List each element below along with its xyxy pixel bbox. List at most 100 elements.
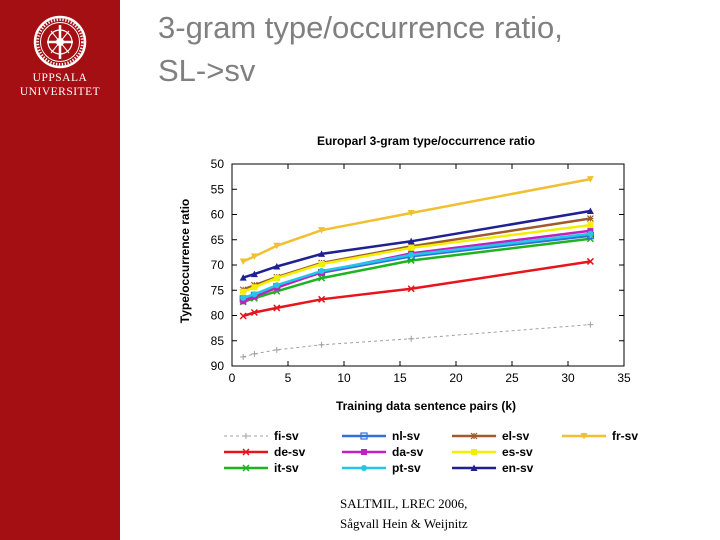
data-point: [318, 268, 325, 275]
data-point: [407, 285, 415, 293]
legend-entry: el-sv: [452, 429, 530, 443]
chart-title: Europarl 3-gram type/occurrence ratio: [317, 134, 535, 148]
plot-axes: 50 55 60 65 70 75 80 85 90 0 5 10 15 20 25 30 35: [211, 157, 631, 385]
data-point: [273, 304, 281, 312]
slide-title: 3-gram type/occurrence ratio, SL->sv: [158, 6, 698, 92]
y-tick-label: 50: [211, 157, 225, 171]
legend-label: es-sv: [502, 445, 533, 459]
series-es-sv: [240, 222, 594, 295]
x-tick-label: 10: [337, 371, 351, 385]
y-tick-label: 60: [211, 208, 225, 222]
data-point: [470, 464, 478, 471]
legend-entry: de-sv: [224, 445, 306, 459]
data-point: [250, 270, 258, 278]
legend-entry: fr-sv: [562, 429, 638, 443]
series-fi-sv: [240, 321, 594, 360]
legend-entry: en-sv: [452, 461, 534, 475]
legend-entry: es-sv: [452, 445, 533, 459]
slide-title-line-1: 3-gram type/occurrence ratio,: [158, 10, 563, 45]
data-point: [251, 350, 258, 357]
data-point: [587, 230, 594, 237]
series-nl-sv: [239, 232, 594, 303]
data-point: [239, 274, 247, 281]
data-point: [273, 275, 280, 282]
data-point: [407, 237, 415, 245]
legend-label: pt-sv: [392, 461, 421, 475]
data-point: [240, 294, 247, 301]
data-point: [587, 222, 594, 229]
data-point: [251, 291, 258, 298]
series-de-sv: [239, 257, 594, 320]
footer-line-1: SALTMIL, LREC 2006,: [340, 496, 468, 511]
data-point: [408, 251, 415, 258]
data-point: [408, 244, 415, 251]
data-point: [243, 433, 249, 439]
data-point: [242, 448, 250, 456]
x-tick-label: 15: [393, 371, 407, 385]
data-point: [251, 284, 258, 291]
x-tick-label: 30: [561, 371, 575, 385]
y-tick-label: 75: [211, 283, 225, 297]
data-point: [318, 295, 326, 303]
data-point: [240, 298, 247, 305]
data-point: [250, 308, 258, 317]
x-axis-label: Training data sentence pairs (k): [336, 399, 516, 413]
data-point: [240, 353, 247, 360]
series-line: [243, 324, 591, 358]
data-point: [408, 335, 415, 342]
legend-entry: pt-sv: [342, 461, 421, 475]
legend-label: en-sv: [502, 461, 534, 475]
data-point: [318, 341, 325, 348]
x-tick-label: 5: [285, 371, 292, 385]
slide-footer: SALTMIL, LREC 2006, Sågvall Hein & Weijn…: [340, 494, 468, 534]
y-tick-label: 90: [211, 359, 225, 373]
legend-label: da-sv: [392, 445, 424, 459]
data-point: [586, 215, 594, 222]
data-point: [273, 263, 281, 270]
data-point: [273, 282, 280, 289]
y-tick-label: 65: [211, 233, 225, 247]
plot-series: [239, 176, 594, 360]
data-point: [361, 449, 367, 455]
data-point: [318, 227, 326, 234]
series-en-sv: [239, 207, 594, 281]
legend-entry: da-sv: [342, 445, 424, 459]
data-point: [360, 432, 368, 440]
data-point: [586, 176, 594, 183]
chart-legend: fi-sv de-sv it-sv nl-sv da-sv pt-sv el-sv es-sv…: [224, 429, 638, 475]
data-point: [318, 250, 326, 257]
data-point: [471, 449, 477, 455]
y-tick-label: 70: [211, 258, 225, 272]
series-line: [242, 260, 591, 318]
legend-entry: it-sv: [224, 461, 299, 475]
series-line: [242, 177, 591, 263]
x-tick-label: 35: [617, 371, 631, 385]
legend-label: de-sv: [274, 445, 306, 459]
slide-title-line-2: SL->sv: [158, 53, 256, 88]
x-tick-label: 20: [449, 371, 463, 385]
series-fr-sv: [239, 176, 594, 265]
data-point: [273, 346, 280, 353]
data-point: [318, 260, 325, 267]
legend-entry: nl-sv: [342, 429, 420, 443]
data-point: [407, 209, 415, 217]
data-point: [273, 242, 281, 250]
x-tick-label: 25: [505, 371, 519, 385]
legend-label: it-sv: [274, 461, 299, 475]
data-point: [587, 227, 594, 234]
university-name-line-2: UNIVERSITET: [19, 86, 101, 98]
footer-line-2: Sågvall Hein & Weijnitz: [340, 516, 468, 531]
university-seal-icon: [33, 15, 87, 69]
x-tick-label: 0: [229, 371, 236, 385]
y-tick-label: 85: [211, 334, 225, 348]
data-point: [407, 256, 415, 264]
legend-label: nl-sv: [392, 429, 420, 443]
legend-label: fi-sv: [274, 429, 299, 443]
data-point: [250, 253, 258, 260]
university-name-line-1: UPPSALA: [32, 72, 88, 84]
data-point: [580, 433, 588, 440]
sidebar: UPPSALA UNIVERSITET: [0, 0, 120, 540]
data-point: [587, 321, 594, 328]
line-chart: Europarl 3-gram type/occurrence ratio Ty…: [178, 134, 638, 475]
legend-label: fr-sv: [612, 429, 638, 443]
